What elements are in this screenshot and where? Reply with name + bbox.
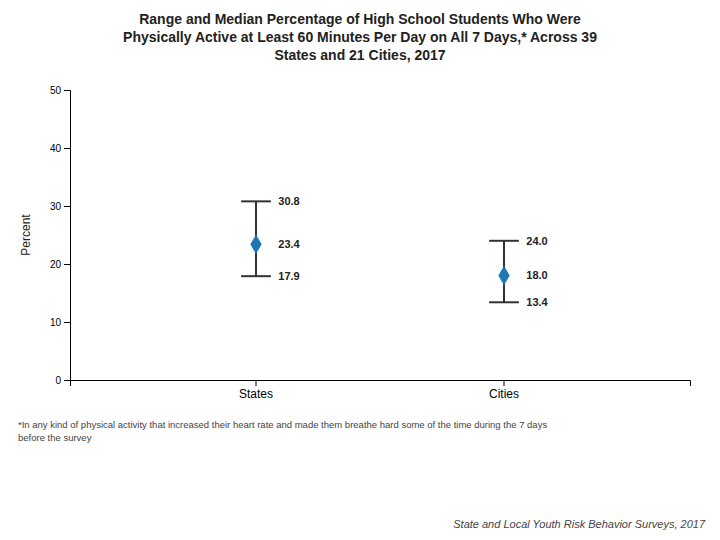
y-tick: 20	[50, 259, 70, 270]
y-tick-mark	[64, 380, 70, 381]
x-axis: States Cities	[71, 380, 691, 401]
title-line: States and 21 Cities, 2017	[274, 47, 445, 63]
y-tick: 10	[50, 317, 70, 328]
y-tick-mark	[64, 264, 70, 265]
x-tick-label: States	[239, 387, 273, 401]
y-tick-label: 20	[50, 259, 62, 270]
y-tick: 30	[50, 201, 70, 212]
y-axis-line	[64, 91, 71, 381]
range-cap-high	[489, 240, 519, 242]
title: Range and Median Percentage of High Scho…	[123, 11, 597, 63]
chart-svg: Range and Median Percentage of High Scho…	[0, 0, 720, 540]
footnote: *In any kind of physical activity that i…	[18, 419, 547, 443]
x-tick-mark	[256, 380, 257, 386]
y-tick-label: 30	[50, 201, 62, 212]
x-tick: Cities	[489, 380, 519, 401]
data-label-value: 18.0	[526, 269, 547, 281]
x-tick: States	[239, 380, 273, 401]
y-tick-label: 10	[50, 317, 62, 328]
y-tick-label: 40	[50, 143, 62, 154]
range-cap-low	[241, 275, 271, 277]
y-axis: 0 10 20 30 40 50	[50, 85, 71, 386]
y-tick-mark	[64, 90, 70, 91]
data-label-low: 13.4	[526, 296, 548, 308]
data-label-low: 17.9	[278, 270, 299, 282]
data-label-high: 30.8	[278, 195, 299, 207]
x-axis-line	[71, 381, 691, 387]
data-label-high: 24.0	[526, 235, 547, 247]
y-tick-mark	[64, 148, 70, 149]
y-tick-mark	[64, 322, 70, 323]
range-cap-low	[489, 301, 519, 303]
y-tick-mark	[64, 206, 70, 207]
y-axis-title: Percent	[19, 214, 33, 256]
y-tick: 50	[50, 85, 70, 96]
chart-container: Range and Median Percentage of High Scho…	[0, 0, 720, 540]
data-label-value: 23.4	[278, 238, 300, 250]
y-tick: 40	[50, 143, 70, 154]
median-marker	[498, 266, 509, 286]
x-tick-label: Cities	[489, 387, 519, 401]
data-labels: 30.8 23.4 17.9 24.0 18.0 13.4	[278, 195, 548, 308]
source: State and Local Youth Risk Behavior Surv…	[453, 518, 706, 530]
x-tick-mark	[504, 380, 505, 386]
marks	[241, 201, 519, 302]
title-line: Range and Median Percentage of High Scho…	[139, 11, 581, 27]
range-cap-high	[241, 200, 271, 202]
y-tick-label: 0	[55, 375, 61, 386]
y-tick-label: 50	[50, 85, 62, 96]
y-tick: 0	[55, 375, 70, 386]
title-line: Physically Active at Least 60 Minutes Pe…	[123, 29, 597, 45]
median-marker	[250, 235, 261, 255]
footnote-line: *In any kind of physical activity that i…	[18, 419, 547, 430]
footnote-line: before the survey	[18, 432, 92, 443]
